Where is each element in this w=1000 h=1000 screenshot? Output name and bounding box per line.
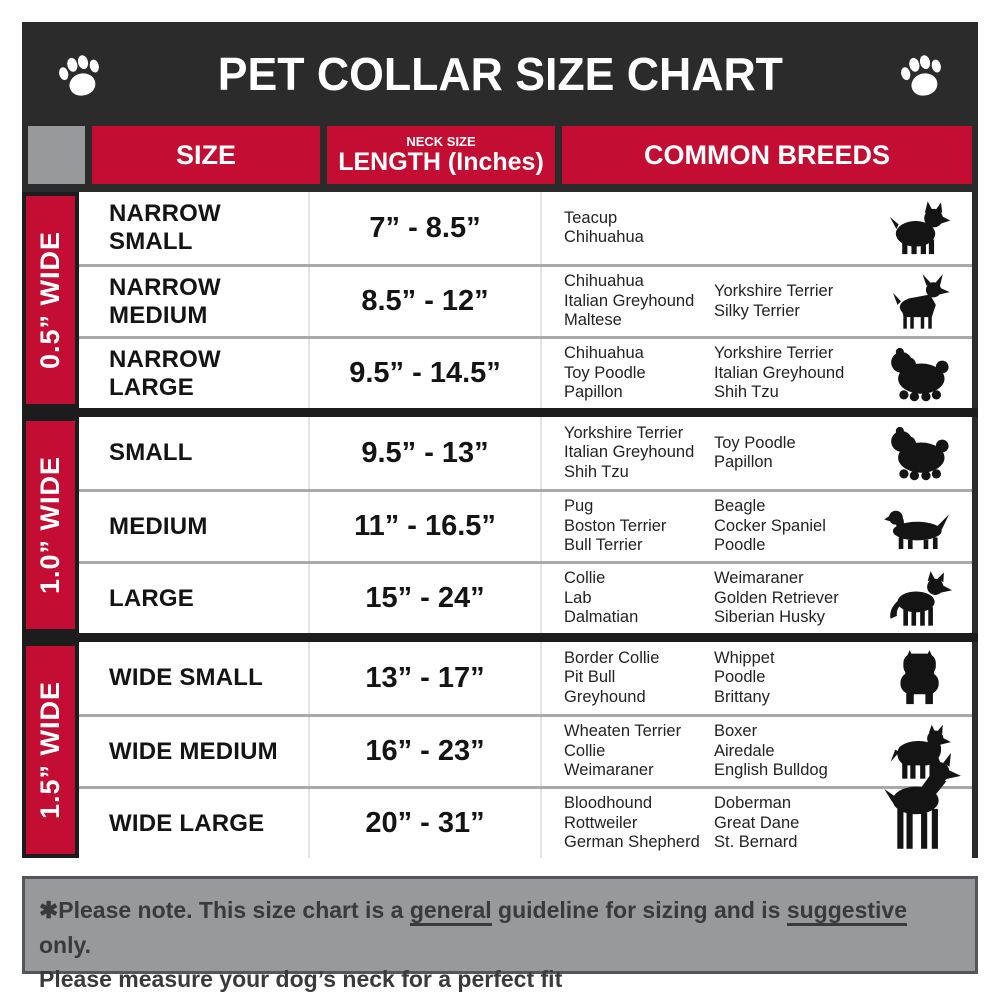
note-line2: Please measure your dog’s neck for a per…: [39, 966, 563, 992]
breeds-cell: Yorkshire Terrier Italian Greyhound Shih…: [540, 417, 972, 489]
breeds-col-1: Chihuahua Toy Poodle Papillon: [564, 344, 646, 402]
bulldog-icon: [882, 649, 956, 707]
group-divider: [22, 408, 978, 417]
breeds-cell: Bloodhound Rottweiler German Shepherd Do…: [540, 789, 972, 858]
paw-icon: [49, 45, 110, 106]
table-row: NARROW LARGE 9.5” - 14.5” Chihuahua Toy …: [79, 336, 972, 408]
column-header-size: SIZE: [92, 126, 320, 184]
doberman-icon: [872, 750, 964, 854]
column-header-length: NECK SIZE LENGTH (Inches): [327, 126, 555, 184]
table-row: NARROW MEDIUM 8.5” - 12” Chihuahua Itali…: [79, 264, 972, 336]
length-cell: 7” - 8.5”: [308, 192, 540, 264]
breeds-col-1: Wheaten Terrier Collie Weimaraner: [564, 722, 682, 780]
breeds-col-1: Border Collie Pit Bull Greyhound: [564, 648, 660, 706]
table-row: WIDE LARGE 20” - 31” Bloodhound Rottweil…: [79, 786, 972, 858]
neck-size-label: NECK SIZE: [406, 134, 476, 150]
note-underlined-suggestive: suggestive: [786, 897, 907, 926]
paw-icon: [891, 45, 952, 106]
chihuahua-icon: [882, 273, 956, 331]
breeds-col-1: Chihuahua Italian Greyhound Maltese: [564, 272, 695, 330]
length-cell: 9.5” - 14.5”: [308, 339, 540, 408]
width-group-label: 1.5” WIDE: [22, 642, 79, 858]
width-group-10: 1.0” WIDE SMALL 9.5” - 13” Yorkshire Ter…: [22, 417, 978, 633]
breeds-cell: Wheaten Terrier Collie Weimaraner Boxer …: [540, 717, 972, 786]
shih-tzu-icon: [882, 424, 956, 482]
breeds-col-1: Yorkshire Terrier Italian Greyhound Shih…: [564, 423, 695, 481]
width-group-label: 0.5” WIDE: [22, 192, 79, 408]
size-cell: NARROW MEDIUM: [109, 273, 221, 329]
length-cell: 9.5” - 13”: [308, 417, 540, 489]
length-cell: 16” - 23”: [308, 717, 540, 786]
yorkie-icon: [882, 199, 956, 257]
breeds-cell: Border Collie Pit Bull Greyhound Whippet…: [540, 642, 972, 714]
length-cell: 8.5” - 12”: [308, 267, 540, 336]
breeds-cell: Pug Boston Terrier Bull Terrier Beagle C…: [540, 492, 972, 561]
breeds-col-2: Toy Poodle Papillon: [714, 433, 796, 471]
group-divider: [22, 633, 978, 642]
table-row: NARROW SMALL 7” - 8.5” Teacup Chihuahua: [79, 192, 972, 264]
breeds-col-2: Boxer Airedale English Bulldog: [714, 722, 828, 780]
width-group-label: 1.0” WIDE: [22, 417, 79, 633]
column-header-row: SIZE NECK SIZE LENGTH (Inches) COMMON BR…: [22, 126, 978, 190]
disclaimer-note: ✱Please note. This size chart is a gener…: [22, 876, 978, 992]
size-cell: MEDIUM: [109, 512, 208, 540]
corner-cell: [28, 126, 85, 184]
size-cell: NARROW LARGE: [109, 345, 221, 401]
breeds-col-2: Beagle Cocker Spaniel Poodle: [714, 497, 826, 555]
breeds-col-1: Teacup Chihuahua: [564, 208, 644, 246]
breeds-cell: Collie Lab Dalmatian Weimaraner Golden R…: [540, 564, 972, 633]
table-row: SMALL 9.5” - 13” Yorkshire Terrier Itali…: [79, 417, 972, 489]
chart-header: PET COLLAR SIZE CHART SIZE NECK SIZE LEN…: [22, 22, 978, 192]
length-cell: 11” - 16.5”: [308, 492, 540, 561]
dachshund-icon: [882, 498, 956, 556]
breeds-cell: Chihuahua Toy Poodle Papillon Yorkshire …: [540, 339, 972, 408]
shepherd-icon: [882, 570, 956, 628]
breeds-cell: Teacup Chihuahua: [540, 192, 972, 264]
length-cell: 13” - 17”: [308, 642, 540, 714]
note-text: ✱Please note. This size chart is a: [39, 897, 410, 923]
page-title: PET COLLAR SIZE CHART: [217, 48, 783, 100]
breeds-col-2: Yorkshire Terrier Italian Greyhound Shih…: [714, 344, 845, 402]
breeds-col-2: Weimaraner Golden Retriever Siberian Hus…: [714, 569, 839, 627]
breeds-col-2: Whippet Poodle Brittany: [714, 648, 775, 706]
width-group-05: 0.5” WIDE NARROW SMALL 7” - 8.5” Teacup …: [22, 192, 978, 408]
size-cell: WIDE LARGE: [109, 809, 265, 837]
size-cell: NARROW SMALL: [109, 200, 221, 255]
title-bar: PET COLLAR SIZE CHART: [22, 22, 978, 126]
length-label: LENGTH (Inches): [338, 147, 544, 176]
size-cell: WIDE SMALL: [109, 664, 263, 691]
size-cell: WIDE MEDIUM: [109, 737, 278, 765]
breeds-col-1: Pug Boston Terrier Bull Terrier: [564, 497, 667, 555]
breeds-col-1: Bloodhound Rottweiler German Shepherd: [564, 794, 700, 852]
column-header-breeds: COMMON BREEDS: [562, 126, 972, 184]
size-table: 0.5” WIDE NARROW SMALL 7” - 8.5” Teacup …: [22, 192, 978, 858]
breeds-cell: Chihuahua Italian Greyhound Maltese York…: [540, 267, 972, 336]
length-cell: 20” - 31”: [308, 789, 540, 858]
breeds-col-2: Doberman Great Dane St. Bernard: [714, 794, 800, 852]
note-underlined-general: general: [409, 897, 492, 926]
table-row: LARGE 15” - 24” Collie Lab Dalmatian Wei…: [79, 561, 972, 633]
width-group-15: 1.5” WIDE WIDE SMALL 13” - 17” Border Co…: [22, 642, 978, 858]
table-row: WIDE SMALL 13” - 17” Border Collie Pit B…: [79, 642, 972, 714]
shih-tzu-icon: [882, 345, 956, 403]
size-cell: LARGE: [109, 584, 194, 612]
length-cell: 15” - 24”: [308, 564, 540, 633]
table-row: WIDE MEDIUM 16” - 23” Wheaten Terrier Co…: [79, 714, 972, 786]
breeds-col-2: Yorkshire Terrier Silky Terrier: [714, 282, 834, 320]
breeds-col-1: Collie Lab Dalmatian: [564, 569, 639, 627]
table-row: MEDIUM 11” - 16.5” Pug Boston Terrier Bu…: [79, 489, 972, 561]
size-cell: SMALL: [109, 439, 193, 466]
